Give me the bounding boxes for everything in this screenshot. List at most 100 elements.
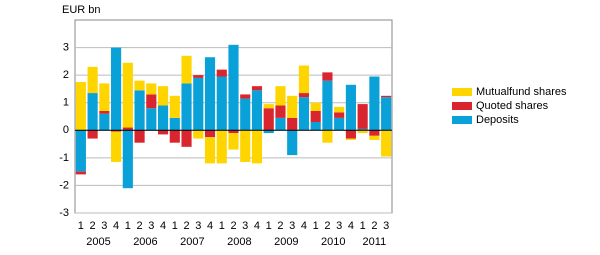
bar-segment bbox=[134, 80, 145, 91]
bar-segment bbox=[334, 106, 345, 113]
bar-segment bbox=[275, 117, 286, 131]
bar-segment bbox=[228, 44, 239, 131]
bar-segment bbox=[287, 95, 298, 118]
bar-segment bbox=[193, 77, 204, 131]
bar-segment bbox=[287, 117, 298, 131]
y-tick-label: -1 bbox=[59, 152, 69, 164]
bar-segment bbox=[146, 83, 157, 95]
legend-swatch bbox=[452, 88, 472, 96]
bar-segment bbox=[298, 97, 310, 131]
legend-swatch bbox=[452, 116, 472, 124]
x-tick-label: 3 bbox=[383, 220, 389, 232]
bar-segment bbox=[75, 171, 86, 175]
x-tick-label: 3 bbox=[336, 220, 342, 232]
bar-segment bbox=[204, 130, 216, 138]
bar-segment bbox=[240, 98, 251, 131]
bar-segment bbox=[216, 69, 227, 77]
bar-segment bbox=[157, 105, 169, 131]
y-tick-label: -3 bbox=[59, 207, 69, 219]
bar-segment bbox=[87, 93, 98, 131]
bar-segment bbox=[357, 130, 368, 134]
legend-label: Quoted shares bbox=[476, 100, 549, 112]
x-tick-label: 1 bbox=[125, 220, 131, 232]
bar-segment bbox=[122, 130, 133, 189]
bar-segment bbox=[298, 65, 310, 94]
bar-segment bbox=[87, 66, 98, 94]
bar-segment bbox=[310, 102, 321, 111]
x-tick-label: 4 bbox=[254, 220, 260, 232]
x-tick-label: 3 bbox=[289, 220, 295, 232]
bar-segment bbox=[263, 104, 274, 109]
bar-segment bbox=[369, 76, 380, 131]
x-tick-label: 4 bbox=[113, 220, 119, 232]
bar-segment bbox=[310, 110, 321, 123]
year-label: 2010 bbox=[321, 236, 345, 248]
bar-segment bbox=[228, 130, 239, 134]
x-tick-label: 1 bbox=[266, 220, 272, 232]
x-tick-label: 4 bbox=[160, 220, 166, 232]
bar-segment bbox=[357, 128, 368, 131]
bar-segment bbox=[204, 137, 216, 164]
bar-segment bbox=[298, 93, 310, 98]
x-tick-label: 2 bbox=[230, 220, 236, 232]
year-label: 2006 bbox=[133, 236, 157, 248]
bar-segment bbox=[228, 133, 239, 150]
bar-segment bbox=[240, 130, 251, 162]
year-label: 2007 bbox=[180, 236, 204, 248]
bar-segment bbox=[357, 104, 368, 129]
bar-segment bbox=[310, 122, 321, 131]
y-tick-label: -2 bbox=[59, 179, 69, 191]
x-tick-label: 4 bbox=[348, 220, 354, 232]
bar-segment bbox=[216, 130, 227, 164]
y-axis-label: EUR bn bbox=[62, 4, 101, 16]
bar-segment bbox=[275, 105, 286, 118]
x-tick-label: 1 bbox=[172, 220, 178, 232]
bar-segment bbox=[169, 117, 180, 131]
x-tick-label: 1 bbox=[219, 220, 225, 232]
bar-segment bbox=[134, 90, 145, 131]
bar-segment bbox=[122, 62, 133, 128]
bar-segment bbox=[345, 130, 356, 139]
y-tick-label: 2 bbox=[63, 69, 69, 81]
bar-segment bbox=[75, 82, 86, 131]
bar-segment bbox=[75, 130, 86, 172]
x-tick-label: 1 bbox=[313, 220, 319, 232]
x-tick-label: 3 bbox=[242, 220, 248, 232]
bar-segment bbox=[251, 86, 263, 91]
x-tick-label: 4 bbox=[301, 220, 307, 232]
bar-segment bbox=[111, 131, 122, 162]
bar-segment bbox=[157, 130, 169, 135]
bar-segment bbox=[251, 90, 263, 131]
bar-segment bbox=[193, 130, 204, 139]
year-label: 2009 bbox=[274, 236, 298, 248]
bar-segment bbox=[157, 86, 169, 106]
bar-segment bbox=[181, 130, 192, 147]
y-tick-label: 1 bbox=[63, 97, 69, 109]
bar-segment bbox=[193, 75, 204, 78]
bar-segment bbox=[287, 130, 298, 156]
x-tick-label: 3 bbox=[101, 220, 107, 232]
bar-segment bbox=[111, 47, 122, 131]
year-label: 2011 bbox=[363, 236, 387, 248]
x-tick-label: 2 bbox=[90, 220, 96, 232]
bar-segment bbox=[87, 130, 98, 139]
bar-segment bbox=[369, 135, 380, 140]
bar-segment bbox=[216, 76, 227, 131]
bar-segment bbox=[322, 130, 333, 143]
x-tick-label: 2 bbox=[277, 220, 283, 232]
x-tick-label: 2 bbox=[137, 220, 143, 232]
x-tick-label: 2 bbox=[324, 220, 330, 232]
bar-segment bbox=[275, 86, 286, 106]
x-tick-label: 3 bbox=[195, 220, 201, 232]
bar-segment bbox=[99, 113, 110, 131]
x-tick-label: 1 bbox=[360, 220, 366, 232]
bar-segment bbox=[345, 138, 356, 140]
year-label: 2008 bbox=[227, 236, 251, 248]
bar-segment bbox=[169, 95, 180, 118]
bar-segment bbox=[263, 108, 274, 131]
bar-segment bbox=[122, 127, 133, 131]
bar-segment bbox=[134, 130, 145, 143]
bar-segment bbox=[381, 95, 392, 98]
bar-segment bbox=[146, 108, 157, 131]
